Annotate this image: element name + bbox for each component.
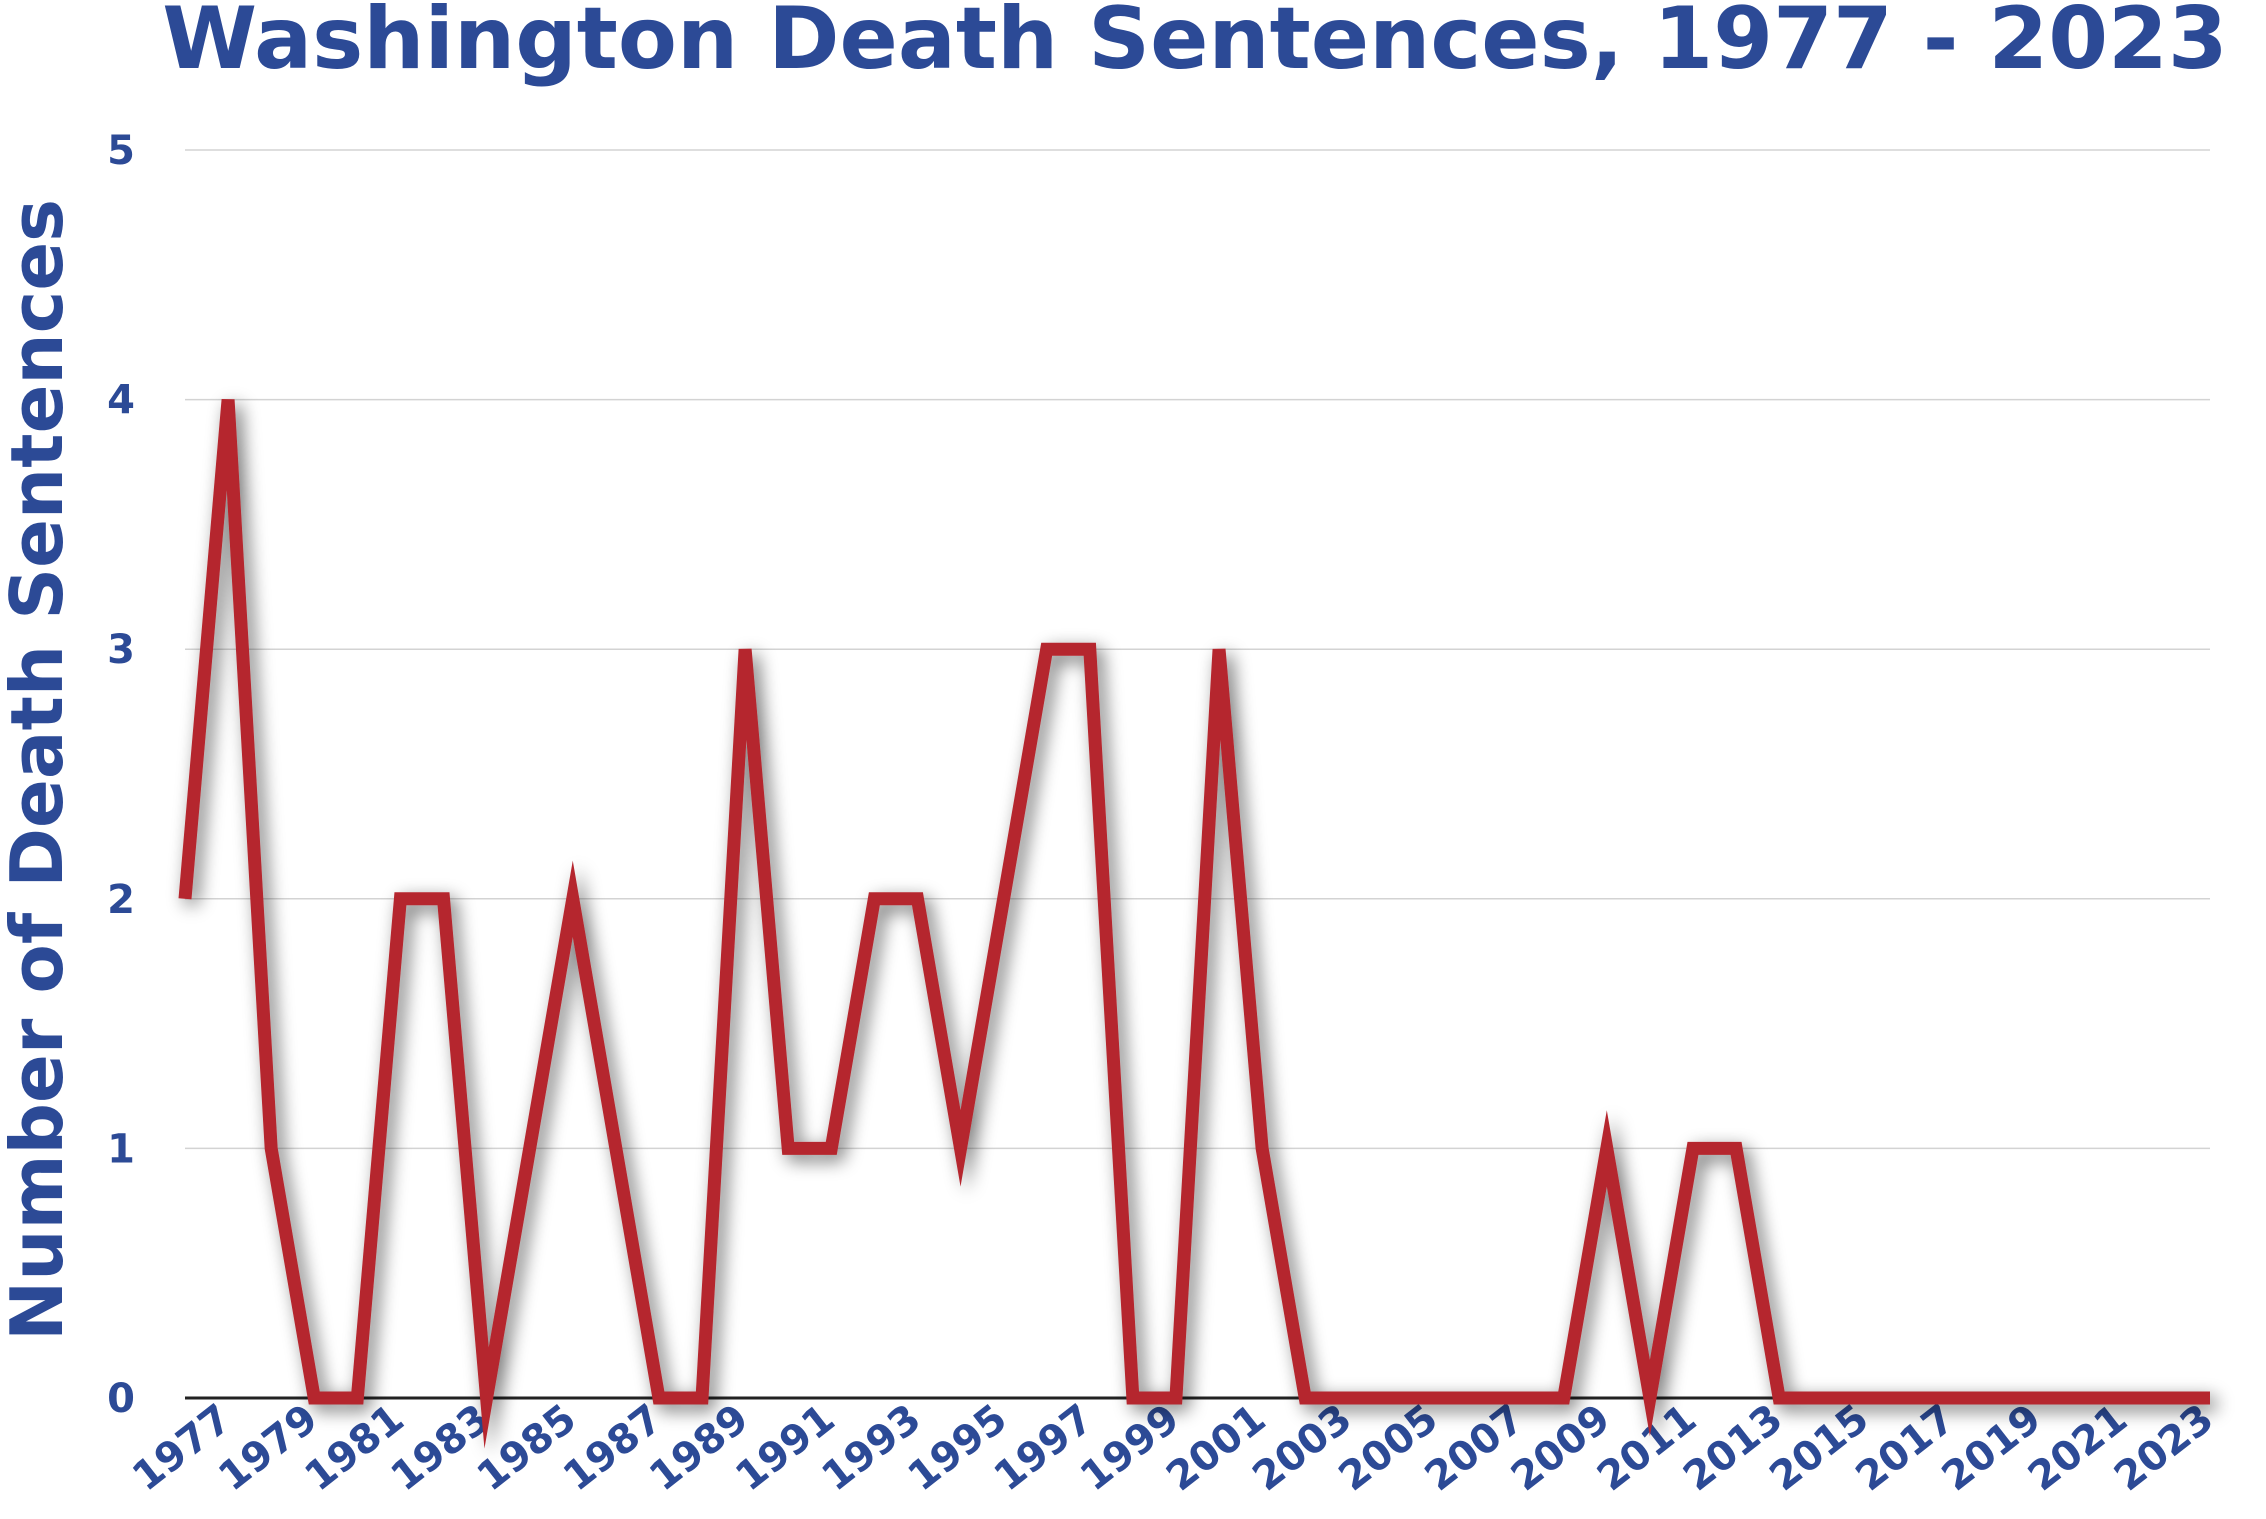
data-point [916,898,918,900]
y-tick-label: 3 [107,627,135,673]
data-point [529,1147,531,1149]
data-point [1864,1397,1866,1399]
data-point [356,1397,358,1399]
data-point [873,898,875,900]
x-tick-label: 1991 [727,1396,843,1501]
data-point [2037,1397,2039,1399]
y-tick-label: 0 [107,1376,135,1422]
y-tick-label: 2 [107,877,135,923]
data-point [1606,1147,1608,1149]
y-tick-label: 5 [107,128,135,174]
chart-title: Washington Death Sentences, 1977 - 2023 [162,0,2227,89]
data-point [1046,648,1048,650]
data-point [1477,1397,1479,1399]
x-tick-label: 1993 [814,1396,930,1501]
x-tick-label: 1995 [900,1396,1016,1501]
x-tick-label: 1979 [210,1396,326,1501]
y-tick-labels: 0 1 2 3 4 5 [107,128,135,1422]
data-point [744,648,746,650]
x-tick-label: 1987 [555,1396,671,1501]
x-tick-label: 2013 [1675,1396,1791,1501]
x-tick-label: 2007 [1417,1396,1533,1501]
x-tick-label: 1997 [986,1396,1102,1501]
data-point [443,898,445,900]
x-tick-label: 2015 [1761,1396,1877,1501]
y-tick-label: 4 [107,378,135,424]
data-point [1649,1397,1651,1399]
data-point [1390,1397,1392,1399]
y-axis-label: Number of Death Sentences [0,199,79,1341]
data-point [1089,648,1091,650]
data-point [2080,1397,2082,1399]
x-tick-label: 2005 [1331,1396,1447,1501]
x-tick-label: 2009 [1503,1396,1619,1501]
x-tick-label: 1981 [297,1396,413,1501]
data-point [830,1147,832,1149]
data-point [227,399,229,401]
series-line [178,399,2210,1449]
data-point [270,1147,272,1149]
x-tick-label: 2001 [1158,1396,1274,1501]
data-point [2166,1397,2168,1399]
data-point [701,1397,703,1399]
data-point [1520,1397,1522,1399]
data-point [960,1147,962,1149]
gridlines [185,149,2210,1400]
data-point [486,1397,488,1399]
data-point [658,1397,660,1399]
data-point [572,898,574,900]
data-point [1003,898,1005,900]
data-point [1692,1147,1694,1149]
data-point [1563,1397,1565,1399]
data-point [615,1147,617,1149]
y-tick-label: 1 [107,1126,135,1172]
data-point [787,1147,789,1149]
x-tick-label: 2021 [2020,1396,2136,1501]
series-group [178,399,2211,1449]
data-point [1735,1147,1737,1149]
x-tick-label: 1989 [641,1396,757,1501]
x-tick-label: 2023 [2106,1396,2222,1501]
x-tick-label: 2019 [1934,1396,2050,1501]
data-point [1175,1397,1177,1399]
x-tick-label: 2003 [1244,1396,1360,1501]
data-point [1433,1397,1435,1399]
data-point [1261,1147,1263,1149]
x-tick-label: 1977 [124,1396,240,1501]
x-tick-label: 1999 [1072,1396,1188,1501]
data-point [1994,1397,1996,1399]
data-point [399,898,401,900]
data-point [1304,1397,1306,1399]
data-point [1907,1397,1909,1399]
data-point [1218,648,1220,650]
data-point [1347,1397,1349,1399]
data-point [184,898,186,900]
data-point [2209,1397,2211,1399]
data-point [1821,1397,1823,1399]
data-point [1950,1397,1952,1399]
x-tick-labels: 1977197919811983198519871989199119931995… [124,1396,2222,1501]
x-tick-label: 2017 [1848,1396,1964,1501]
data-point [313,1397,315,1399]
data-point [2123,1397,2125,1399]
data-point [1132,1397,1134,1399]
data-point [1778,1397,1780,1399]
